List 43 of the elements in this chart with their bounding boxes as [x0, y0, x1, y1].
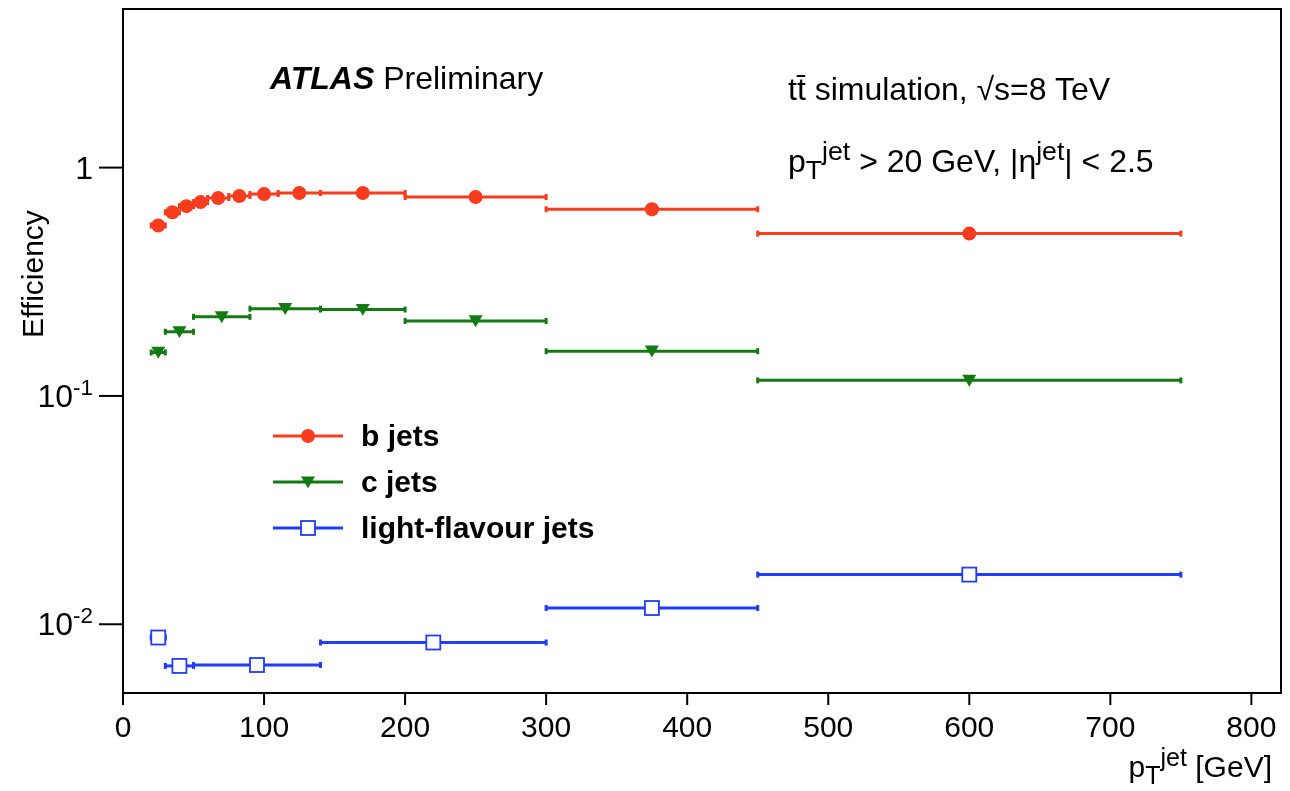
- y-tick-label: 10$^{-1}$: [37, 374, 93, 414]
- point: [962, 374, 977, 387]
- x-axis-title: p$_{T}$$^{jet}$ [GeV]: [1128, 743, 1272, 790]
- point: [644, 202, 659, 217]
- y-tick-label: 10$^{-2}$: [37, 602, 93, 643]
- point: [355, 303, 370, 316]
- point: [355, 186, 370, 200]
- point: [278, 303, 293, 315]
- legend-label: c jets: [361, 465, 438, 499]
- point: [150, 629, 167, 646]
- point: [165, 205, 180, 220]
- point: [249, 657, 265, 673]
- x-tick-label: 600: [944, 710, 995, 743]
- y-tick-label: 1: [75, 149, 93, 186]
- point: [644, 600, 660, 616]
- legend-label: b jets: [361, 419, 440, 453]
- x-tick-label: 300: [521, 710, 572, 743]
- point: [257, 187, 272, 202]
- point: [425, 634, 442, 651]
- point: [468, 315, 483, 328]
- legend-label: light-flavour jets: [361, 511, 595, 545]
- point: [468, 190, 483, 205]
- x-tick-label: 700: [1085, 710, 1136, 743]
- y-axis-title: Efficiency: [16, 209, 50, 338]
- point: [211, 190, 226, 205]
- x-tick-label: 0: [114, 710, 132, 743]
- annotation: tt̄ simulation, √s=8 TeV: [788, 70, 1111, 109]
- x-tick-label: 500: [803, 710, 854, 743]
- point: [214, 311, 229, 324]
- point: [172, 326, 187, 339]
- text: ATLAS Preliminary: [270, 60, 544, 97]
- point: [962, 226, 977, 241]
- point: [171, 658, 188, 674]
- x-tick-label: 200: [380, 710, 431, 743]
- x-tick-label: 800: [1226, 710, 1277, 743]
- point: [644, 345, 659, 358]
- x-tick-label: 100: [239, 710, 290, 743]
- point: [232, 188, 247, 203]
- point: [151, 218, 166, 233]
- annotation: p$_{T}$$^{jet}$ > 20 GeV, |η$^{jet}$| < 2.5: [788, 135, 1154, 188]
- point: [961, 566, 978, 583]
- point: [292, 186, 307, 200]
- x-tick-label: 400: [662, 710, 713, 743]
